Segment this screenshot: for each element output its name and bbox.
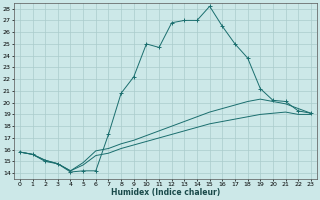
X-axis label: Humidex (Indice chaleur): Humidex (Indice chaleur) <box>111 188 220 197</box>
